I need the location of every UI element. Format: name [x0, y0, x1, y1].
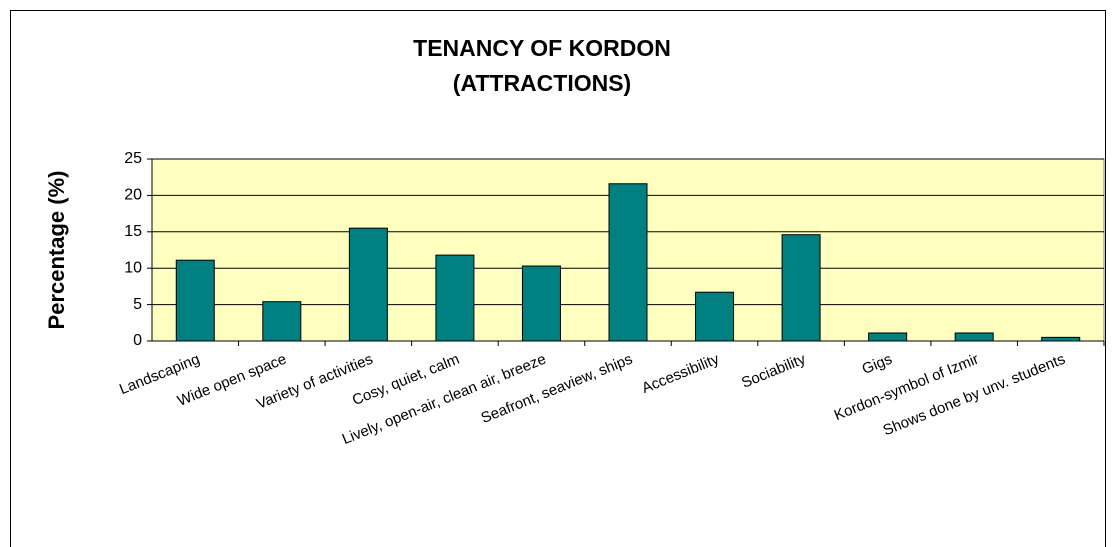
chart-title: TENANCY OF KORDON: [413, 35, 671, 61]
chart-title: (ATTRACTIONS): [453, 70, 631, 96]
bar: [1041, 336, 1081, 342]
bar: [695, 291, 735, 342]
y-tick-label: 0: [133, 332, 142, 349]
bar: [608, 183, 648, 342]
bar: [262, 301, 302, 342]
bar: [521, 265, 561, 342]
bar: [348, 227, 388, 342]
bar: [435, 254, 475, 342]
y-tick-label: 20: [124, 187, 142, 204]
y-tick-label: 10: [124, 259, 142, 276]
bar: [781, 234, 821, 342]
bar: [954, 332, 994, 342]
bar: [868, 332, 908, 342]
y-tick-label: 25: [124, 150, 142, 167]
y-axis-label: Percentage (%): [44, 171, 69, 330]
bar: [175, 259, 215, 342]
y-tick-label: 5: [133, 296, 142, 313]
y-tick-label: 15: [124, 223, 142, 240]
